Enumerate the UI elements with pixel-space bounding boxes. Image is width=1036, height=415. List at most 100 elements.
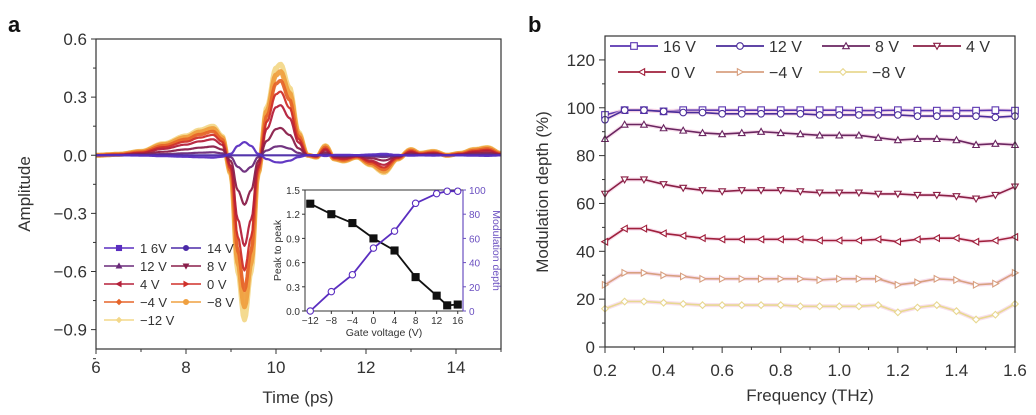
data-point <box>620 106 629 115</box>
legend-marker <box>841 41 851 50</box>
data-point <box>659 181 668 189</box>
x-tick-label-b: 0.8 <box>769 361 793 380</box>
legend-label: 1 6V <box>140 241 167 256</box>
inset-point <box>348 219 357 228</box>
data-point <box>913 134 922 143</box>
data-point <box>815 189 824 198</box>
data-point <box>717 188 727 196</box>
legend-marker <box>115 316 123 324</box>
inset-y-axis-title-right: Modulation depth <box>490 210 502 291</box>
y-axis-title-b: Modulation depth (%) <box>533 111 552 273</box>
inset-y-axis-title-left: Peak to peak <box>272 219 284 281</box>
data-point <box>776 187 785 195</box>
legend-label: 12 V <box>140 259 167 274</box>
inset-point <box>432 291 441 300</box>
data-point <box>796 109 805 118</box>
data-point <box>698 301 707 310</box>
data-point <box>660 270 669 280</box>
data-point <box>737 301 746 310</box>
legend-marker <box>115 262 123 269</box>
legend-label: 8 V <box>207 259 227 274</box>
inset-y-tick-label-right: 100 <box>469 186 486 197</box>
series--8V <box>600 297 1020 324</box>
x-axis-title-b: Frequency (THz) <box>746 386 874 405</box>
axes-b: 0.2 0.4 0.6 0.8 1.0 1.2 1.4 1.6 0 20 40 60 80 100 120 <box>567 51 1027 380</box>
data-point <box>972 112 980 120</box>
legend-marker <box>182 298 190 306</box>
x-tick-label-a: 12 <box>357 358 376 377</box>
data-point <box>797 274 805 284</box>
data-point <box>932 134 942 143</box>
data-point <box>952 135 961 144</box>
data-point <box>815 302 824 311</box>
inset-y-tick-label-right: 0 <box>469 307 475 318</box>
inset-point <box>390 246 399 255</box>
inset-point <box>453 300 462 309</box>
plot-frame-a <box>95 38 502 350</box>
data-point <box>737 109 746 118</box>
legend-marker <box>932 42 942 51</box>
data-point <box>914 278 922 287</box>
inset-point <box>443 301 452 310</box>
data-point <box>639 224 648 233</box>
x-tick-label-a: 10 <box>267 358 286 377</box>
data-point <box>874 111 883 119</box>
y-tick-label-b: 60 <box>576 194 595 213</box>
data-point <box>639 297 649 306</box>
data-point <box>776 301 785 310</box>
y-tick-label-a: 0.3 <box>63 88 87 107</box>
data-point <box>874 190 883 199</box>
data-point <box>659 123 668 132</box>
data-point <box>776 235 784 244</box>
legend-label: −12 V <box>140 313 175 328</box>
series-8V <box>600 120 1020 149</box>
inset-point <box>348 270 357 279</box>
data-point <box>932 301 941 310</box>
data-point <box>678 231 687 240</box>
data-point <box>991 139 1000 147</box>
legend-a: 1 6V 14 V 12 V 8 V 4 V 0 V −4 V −8 V −12 V <box>104 241 234 328</box>
series-line <box>604 123 1016 146</box>
data-point <box>796 188 805 196</box>
data-point <box>874 133 883 141</box>
legend-label: −4 V <box>769 65 803 82</box>
data-point <box>678 126 688 134</box>
inset-point <box>443 187 451 195</box>
data-point <box>913 235 921 244</box>
data-point <box>875 274 883 284</box>
data-point <box>835 302 844 311</box>
data-point <box>737 235 745 244</box>
legend-label: −4 V <box>140 295 167 310</box>
legend-label: 16 V <box>663 39 696 56</box>
x-tick-label-b: 1.6 <box>1003 361 1027 380</box>
inset-x-tick-label: −8 <box>326 316 338 327</box>
inset-y-tick-label-right: 40 <box>469 259 481 270</box>
data-point <box>893 135 903 144</box>
data-point <box>971 315 981 324</box>
x-tick-label-b: 0.2 <box>593 361 617 380</box>
y-tick-label-b: 0 <box>586 338 595 357</box>
data-point <box>640 268 649 278</box>
data-point <box>951 233 960 243</box>
inset-x-axis-title: Gate voltage (V) <box>346 327 422 339</box>
data-point <box>776 128 785 137</box>
data-point <box>718 109 726 118</box>
legend-label: 8 V <box>875 39 899 56</box>
data-point <box>913 112 922 120</box>
data-point <box>718 301 727 310</box>
data-point <box>756 187 766 195</box>
data-point <box>893 237 902 246</box>
data-point <box>620 176 629 184</box>
y-tick-label-a: −0.9 <box>53 321 87 340</box>
inset-x-tick-label: 4 <box>392 316 398 327</box>
data-point <box>678 184 688 193</box>
axes-a: 6 8 10 12 14 0.6 0.3 0.0 −0.3 −0.6 −0.9 <box>53 30 502 377</box>
data-point <box>854 130 864 139</box>
data-point <box>972 280 981 290</box>
data-point <box>679 299 688 309</box>
y-tick-label-a: −0.6 <box>53 263 87 282</box>
data-point <box>757 274 766 284</box>
data-point <box>698 233 706 243</box>
legend-label: 4 V <box>140 277 160 292</box>
